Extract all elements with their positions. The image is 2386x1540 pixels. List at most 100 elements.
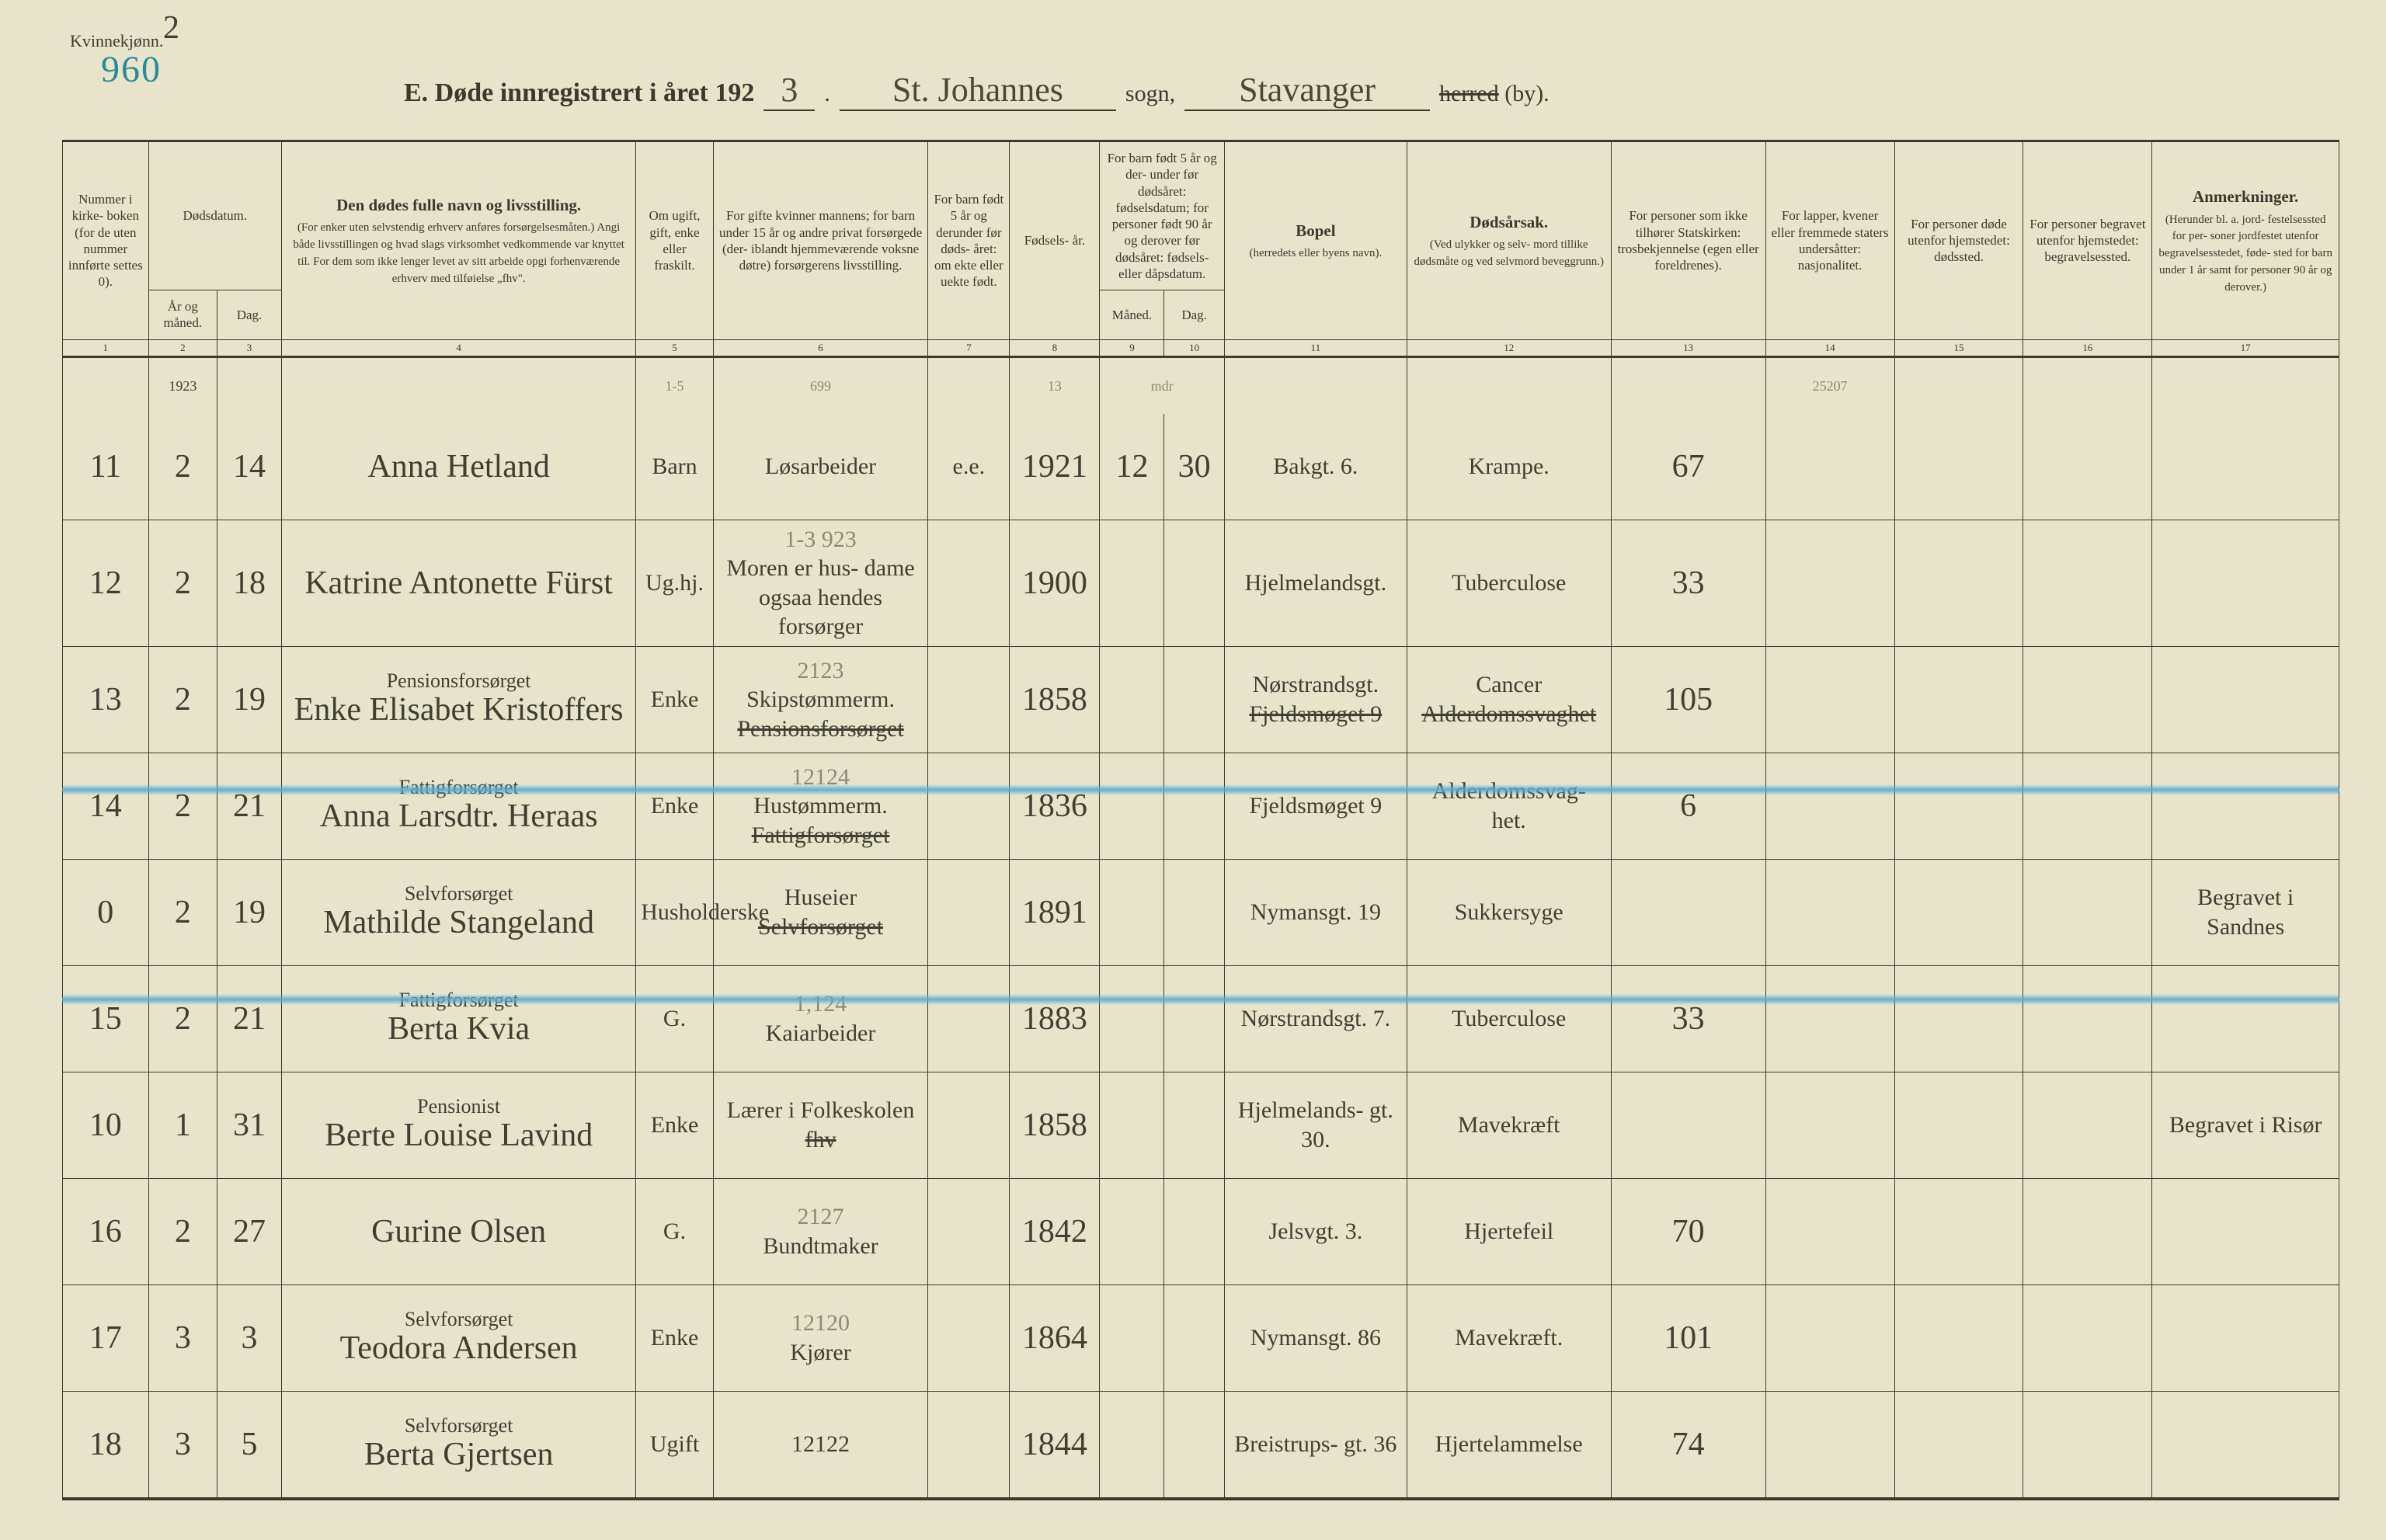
cell-forsorger: 1,124Kaiarbeider <box>713 965 928 1072</box>
cell-bopel: Nørstrandsgt.Fjeldsmøget 9 <box>1224 646 1407 753</box>
cell-c15 <box>1894 753 2023 859</box>
cell-day: 21 <box>217 965 282 1072</box>
cell-ekte <box>928 1072 1010 1178</box>
cell-c16 <box>2023 520 2152 646</box>
cell-bopel: Hjelmelandsgt. <box>1224 520 1407 646</box>
cell-month: 2 <box>148 859 217 965</box>
cell-c16 <box>2023 965 2152 1072</box>
cell-bopel: Jelsvgt. 3. <box>1224 1178 1407 1284</box>
colnum: 14 <box>1765 339 1894 356</box>
cell-cause: Krampe. <box>1407 414 1611 520</box>
page-number-top: 2 <box>163 9 179 47</box>
cell-bopel: Hjelmelands- gt. 30. <box>1224 1072 1407 1178</box>
table-row: 14221FattigforsørgetAnna Larsdtr. Heraas… <box>63 753 2339 859</box>
cell-bm <box>1100 1178 1164 1284</box>
cell-c13: 101 <box>1611 1284 1765 1391</box>
cell-c16 <box>2023 646 2152 753</box>
cell-birth: 1842 <box>1010 1178 1100 1284</box>
col-17-header-title: Anmerkninger. <box>2157 186 2334 207</box>
cell-ekte <box>928 646 1010 753</box>
cell-ekte <box>928 859 1010 965</box>
cell-bopel: Breistrups- gt. 36 <box>1224 1391 1407 1497</box>
cell-month: 2 <box>148 646 217 753</box>
table-body: 1923 1-5 699 13 mdr 25207 11214Anna Hetl… <box>63 356 2339 1497</box>
cell-bopel: Bakgt. 6. <box>1224 414 1407 520</box>
cell-bm <box>1100 1284 1164 1391</box>
cell-day: 18 <box>217 520 282 646</box>
cell-birth: 1864 <box>1010 1284 1100 1391</box>
cell-status: Enke <box>636 1284 714 1391</box>
table-row: 15221FattigforsørgetBerta KviaG.1,124Kai… <box>63 965 2339 1072</box>
cell-status: Enke <box>636 1072 714 1178</box>
colnum: 6 <box>713 339 928 356</box>
col-17-header-sub: (Herunder bl. a. jord- festelsessted for… <box>2158 214 2332 294</box>
cell-num: 18 <box>63 1391 149 1497</box>
cell-birth: 1836 <box>1010 753 1100 859</box>
col-4-header-sub: (For enker uten selvstendig erhverv anfø… <box>293 221 624 284</box>
cell-status: Ug.hj. <box>636 520 714 646</box>
cell-forsorger: 2123Skipstømmerm.Pensionsforsørget <box>713 646 928 753</box>
cell-note17 <box>2152 646 2339 753</box>
cell-bm <box>1100 965 1164 1072</box>
cell-month: 2 <box>148 965 217 1072</box>
cell-cause: Hjertelammelse <box>1407 1391 1611 1497</box>
cell-month: 2 <box>148 1178 217 1284</box>
cell-cause: Mavekræft <box>1407 1072 1611 1178</box>
col-7-header: For barn født 5 år og derunder før døds-… <box>928 142 1010 339</box>
table-head: Nummer i kirke- boken (for de uten numme… <box>63 142 2339 356</box>
cell-birth: 1858 <box>1010 646 1100 753</box>
cell-birth: 1891 <box>1010 859 1100 965</box>
cell-cause: Mavekræft. <box>1407 1284 1611 1391</box>
col-9a-header: Måned. <box>1100 290 1164 340</box>
cell-c15 <box>1894 646 2023 753</box>
cell-ekte <box>928 520 1010 646</box>
cell-month: 3 <box>148 1391 217 1497</box>
cell-status: Ugift <box>636 1391 714 1497</box>
colnum: 15 <box>1894 339 2023 356</box>
cell-c14 <box>1765 859 1894 965</box>
col-4-header-title: Den dødes fulle navn og livsstilling. <box>287 195 631 215</box>
cell-c14 <box>1765 1178 1894 1284</box>
cell-bd <box>1164 1072 1224 1178</box>
colnum: 2 <box>148 339 217 356</box>
col-14-header: For lapper, kvener eller fremmede stater… <box>1765 142 1894 339</box>
cell-day: 5 <box>217 1391 282 1497</box>
cell-c15 <box>1894 859 2023 965</box>
cell-bopel: Fjeldsmøget 9 <box>1224 753 1407 859</box>
colnum: 7 <box>928 339 1010 356</box>
cell-ekte <box>928 965 1010 1072</box>
cell-num: 11 <box>63 414 149 520</box>
year-c9: mdr <box>1100 356 1224 414</box>
year-c8: 13 <box>1010 356 1100 414</box>
year-row: 1923 1-5 699 13 mdr 25207 <box>63 356 2339 414</box>
sogn-label: sogn, <box>1125 81 1175 107</box>
cell-bm <box>1100 753 1164 859</box>
col-6-header: For gifte kvinner mannens; for barn unde… <box>713 142 928 339</box>
cell-bd <box>1164 859 1224 965</box>
cell-cause: Tuberculose <box>1407 965 1611 1072</box>
table-row: 13219PensionsforsørgetEnke Elisabet Kris… <box>63 646 2339 753</box>
col-9b-header: Dag. <box>1164 290 1224 340</box>
cell-c15 <box>1894 1391 2023 1497</box>
cell-birth: 1844 <box>1010 1391 1100 1497</box>
col-13-header: For personer som ikke tilhører Statskirk… <box>1611 142 1765 339</box>
cell-c14 <box>1765 1391 1894 1497</box>
cell-note17 <box>2152 414 2339 520</box>
cell-bd <box>1164 1284 1224 1391</box>
cell-name: SelvforsørgetTeodora Andersen <box>282 1284 636 1391</box>
cell-bd: 30 <box>1164 414 1224 520</box>
cell-name: PensionsforsørgetEnke Elisabet Kristoffe… <box>282 646 636 753</box>
colnum: 13 <box>1611 339 1765 356</box>
cell-note17 <box>2152 965 2339 1072</box>
cell-status: Barn <box>636 414 714 520</box>
cell-c16 <box>2023 1391 2152 1497</box>
cell-c13: 33 <box>1611 965 1765 1072</box>
cell-c13: 74 <box>1611 1391 1765 1497</box>
cell-c13: 70 <box>1611 1178 1765 1284</box>
cell-c15 <box>1894 965 2023 1072</box>
cell-bopel: Nørstrandsgt. 7. <box>1224 965 1407 1072</box>
cell-month: 1 <box>148 1072 217 1178</box>
herred-label-strike: herred <box>1439 81 1499 106</box>
year-suffix: 3 <box>763 70 815 111</box>
cell-day: 21 <box>217 753 282 859</box>
